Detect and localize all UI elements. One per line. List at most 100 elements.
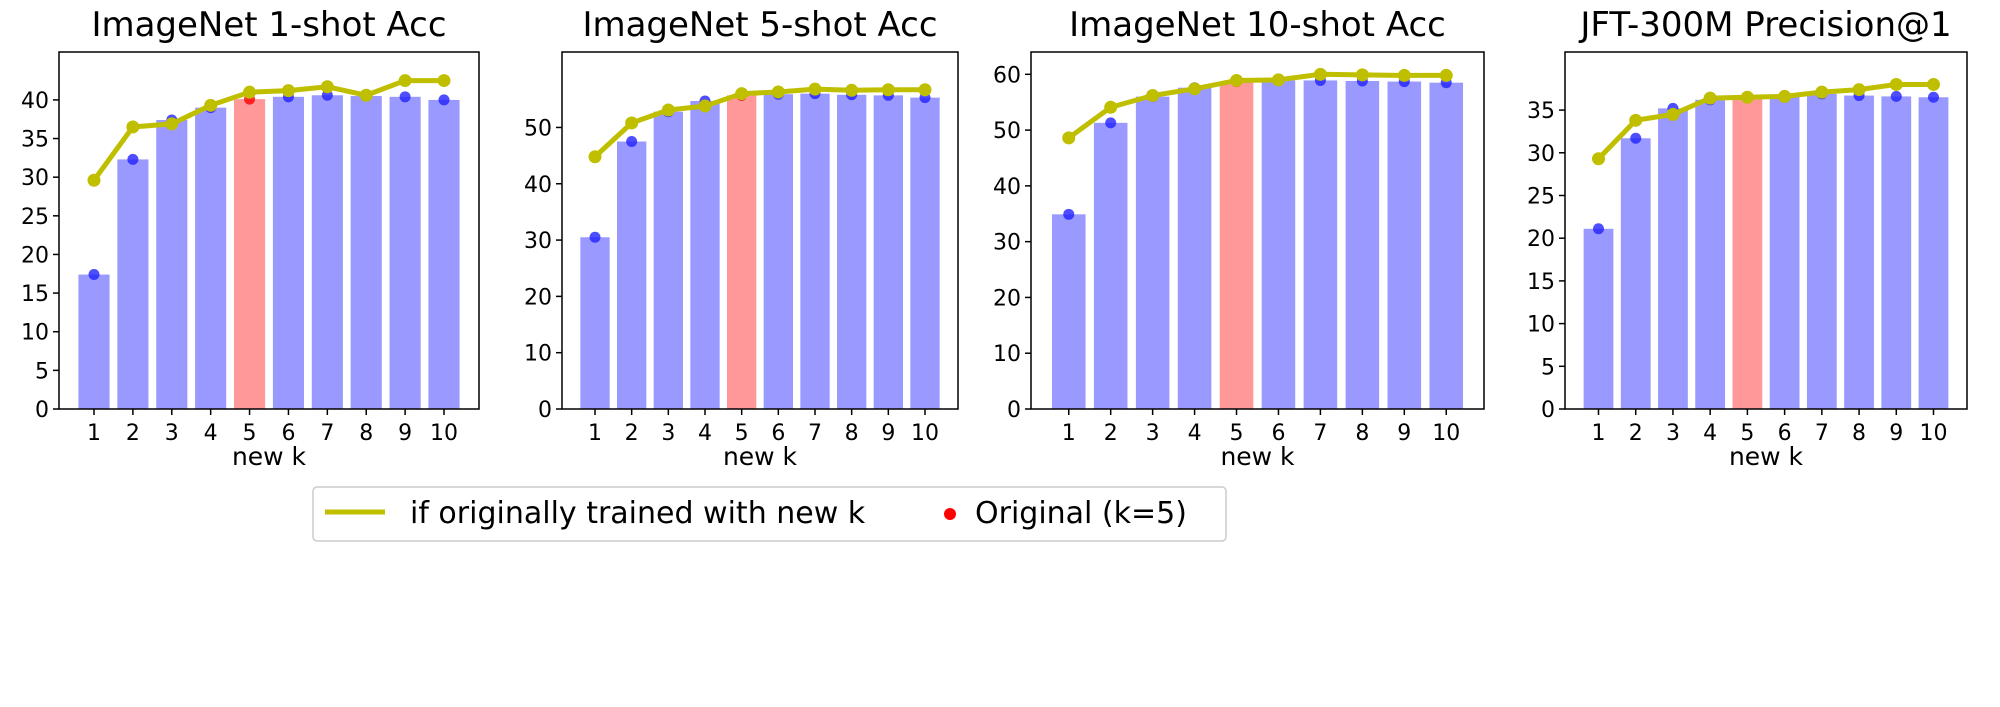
x-tick-label: 9 <box>1889 421 1903 446</box>
x-tick-label: 10 <box>1432 421 1460 446</box>
x-tick-label: 5 <box>1230 421 1244 446</box>
bar <box>1177 87 1212 409</box>
y-tick-label: 10 <box>524 342 552 367</box>
x-tick-label: 2 <box>625 421 639 446</box>
line-point <box>281 84 295 98</box>
axes-frame <box>1030 51 1485 410</box>
x-tick-label: 1 <box>1592 421 1606 446</box>
x-tick-label: 4 <box>1703 421 1717 446</box>
y-tick-label: 40 <box>993 175 1021 200</box>
bar <box>1303 80 1338 410</box>
bar <box>1658 108 1688 410</box>
y-tick-label: 10 <box>993 342 1021 367</box>
axes-frame <box>561 51 959 410</box>
bar <box>1429 82 1464 409</box>
legend-frame <box>312 486 1227 542</box>
bar-point <box>1063 208 1075 220</box>
x-tick-label: 2 <box>1629 421 1643 446</box>
line-point <box>1927 77 1940 91</box>
line-point <box>1666 107 1680 121</box>
bar <box>1620 138 1651 409</box>
bar <box>195 107 227 410</box>
line-point <box>1271 73 1285 87</box>
bar <box>272 96 304 410</box>
y-tick-label: 0 <box>1541 398 1555 423</box>
bar-point <box>438 94 450 106</box>
chart-title: ImageNet 10-shot Acc <box>1069 5 1446 45</box>
y-tick-label: 20 <box>1527 227 1555 252</box>
bar <box>1219 81 1254 410</box>
line-point <box>243 85 257 99</box>
x-tick-label: 3 <box>1146 421 1160 446</box>
bar-point <box>399 91 411 103</box>
line-point <box>1778 89 1792 103</box>
series-line <box>593 86 925 159</box>
axes-frame <box>1564 51 1968 410</box>
chart-title: ImageNet 1-shot Acc <box>91 5 446 45</box>
bar <box>1695 99 1726 409</box>
y-tick-label: 40 <box>524 173 552 198</box>
chart-title: JFT-300M Precision@1 <box>1578 5 1951 45</box>
line-point <box>1397 68 1411 82</box>
bar <box>1806 93 1837 410</box>
bar <box>653 111 683 410</box>
y-tick-label: 60 <box>993 63 1021 88</box>
line-point <box>437 74 451 88</box>
line-point <box>625 116 639 130</box>
bar <box>763 94 793 409</box>
bar-point <box>626 136 638 148</box>
line-point <box>87 173 101 187</box>
x-tick-label: 1 <box>588 421 602 446</box>
y-tick-label: 0 <box>1007 398 1021 423</box>
x-tick-label: 10 <box>430 421 458 446</box>
series-line <box>1596 81 1934 161</box>
x-tick-label: 3 <box>165 421 179 446</box>
line-point <box>204 98 218 112</box>
line-point <box>735 87 749 101</box>
chart-title: ImageNet 5-shot Acc <box>582 5 937 45</box>
y-tick-label: 35 <box>1527 99 1555 124</box>
y-tick-label: 0 <box>35 398 49 423</box>
bar-point <box>1890 90 1902 102</box>
x-tick-label: 7 <box>320 421 334 446</box>
y-tick-label: 5 <box>1541 355 1555 380</box>
bar-point <box>1630 132 1642 144</box>
bar <box>617 141 647 409</box>
x-tick-label: 6 <box>1271 421 1285 446</box>
bar-point <box>88 269 100 281</box>
y-tick-label: 0 <box>538 398 552 423</box>
line-point <box>1230 73 1244 87</box>
line-point <box>398 74 412 88</box>
y-tick-label: 5 <box>35 359 49 384</box>
line-point <box>359 88 373 102</box>
y-tick-label: 50 <box>524 116 552 141</box>
x-tick-label: 8 <box>845 421 859 446</box>
line-point <box>1104 100 1118 114</box>
bar <box>1345 81 1380 409</box>
x-tick-label: 3 <box>661 421 675 446</box>
bar <box>350 96 382 409</box>
bar-point <box>127 153 139 165</box>
bar <box>1261 80 1296 410</box>
bar <box>727 95 757 410</box>
x-tick-label: 3 <box>1666 421 1680 446</box>
line-point <box>771 85 785 99</box>
bar <box>78 274 110 409</box>
line-point <box>1592 152 1605 166</box>
line-point <box>1313 67 1327 81</box>
x-tick-label: 9 <box>398 421 412 446</box>
y-tick-label: 25 <box>1527 184 1555 209</box>
x-tick-label: 10 <box>1920 421 1948 446</box>
x-tick-label: 6 <box>771 421 785 446</box>
line-point <box>1740 90 1754 104</box>
bar <box>234 99 266 410</box>
x-tick-label: 7 <box>1815 421 1829 446</box>
x-tick-label: 8 <box>1852 421 1866 446</box>
y-tick-label: 40 <box>21 89 49 114</box>
line-point <box>808 82 822 96</box>
x-tick-label: 9 <box>881 421 895 446</box>
line-point <box>1188 82 1202 96</box>
